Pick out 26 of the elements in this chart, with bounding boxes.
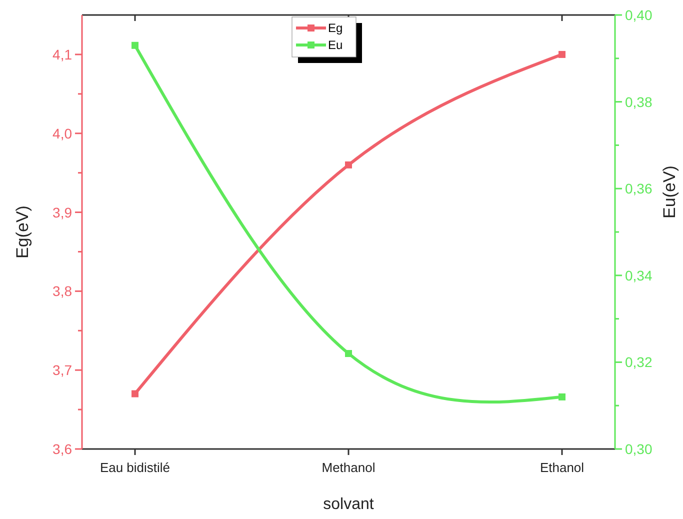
x-tick-label: Eau bidistilé: [100, 460, 170, 475]
x-tick-label: Methanol: [322, 460, 376, 475]
y-tick-label: 3,6: [52, 441, 72, 457]
y-tick-label: 4,0: [52, 125, 72, 142]
y-axis-title: Eg(eV): [13, 206, 32, 258]
point: [345, 350, 352, 358]
point: [132, 390, 138, 398]
point: [558, 393, 566, 400]
y-tick-label: 3,7: [52, 362, 72, 378]
y2-tick-label: 0,32: [625, 354, 652, 370]
y2-tick-label: 0,40: [625, 7, 652, 23]
point: [132, 42, 138, 49]
legend-label: Eu: [328, 38, 343, 52]
y-tick-label: 4,1: [52, 46, 72, 62]
y2-tick-label: 0,30: [625, 441, 652, 457]
point: [345, 161, 352, 168]
y2-tick-label: 0,36: [625, 180, 652, 197]
y-tick-label: 3,9: [52, 204, 72, 220]
y2-axis-title: Eu(eV): [660, 166, 679, 218]
x-axis-title: solvant: [323, 496, 374, 513]
x-tick-label: Ethanol: [540, 460, 584, 475]
legend-label: Eg: [328, 21, 343, 35]
point: [558, 50, 566, 58]
y-tick-label: 3,8: [52, 283, 72, 300]
y2-tick-label: 0,38: [625, 94, 652, 110]
y2-tick-label: 0,34: [625, 267, 652, 284]
